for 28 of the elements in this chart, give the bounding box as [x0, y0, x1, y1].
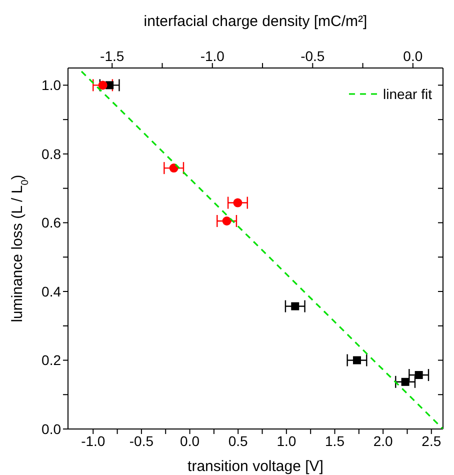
x-tick-label: -1.0 — [81, 432, 106, 449]
x-tick-label: 1.5 — [325, 432, 345, 449]
y-tick-label: 0.8 — [42, 146, 62, 162]
x-tick-label: 2.5 — [422, 432, 442, 449]
x-tick-label: 0.5 — [228, 432, 248, 449]
point — [233, 198, 242, 208]
y-tick-label: 0.6 — [42, 214, 62, 231]
legend-label: linear fit — [382, 86, 432, 102]
x2-tick-label: -0.5 — [300, 48, 325, 64]
y-tick-label: 0.2 — [42, 352, 62, 368]
x-tick-label: 1.0 — [276, 432, 296, 449]
x2-tick-label: -1.0 — [200, 48, 225, 64]
x-tick-label: -0.5 — [129, 432, 154, 449]
y-tick-label: 0.4 — [42, 283, 62, 300]
x2-tick-label: -1.5 — [100, 48, 124, 64]
point — [414, 371, 423, 380]
y-tick-label: 0.0 — [42, 420, 62, 437]
point — [401, 378, 410, 386]
point — [352, 356, 361, 364]
x2-axis-title: interfacial charge density [mC/m²] — [144, 13, 368, 30]
y-tick-label: 1.0 — [42, 77, 62, 94]
x-tick-label: 0.0 — [180, 432, 200, 449]
x-tick-label: 2.0 — [373, 432, 394, 449]
x2-tick-label: 0.0 — [403, 48, 423, 64]
point — [98, 80, 108, 90]
x-axis-title: transition voltage [V] — [188, 458, 324, 475]
point — [291, 302, 300, 310]
point — [222, 216, 232, 226]
